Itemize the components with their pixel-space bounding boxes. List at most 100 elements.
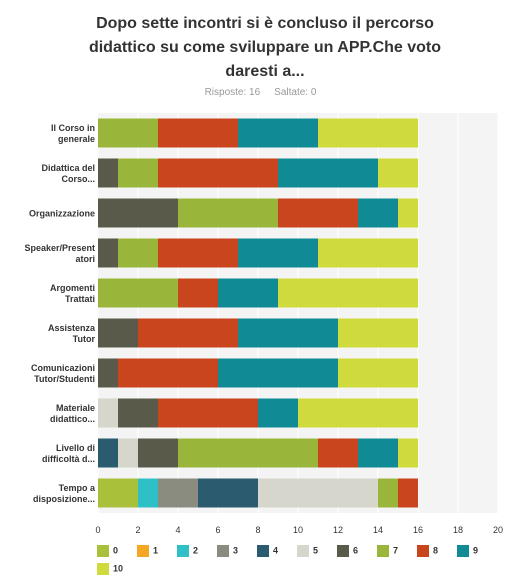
legend-swatch	[377, 544, 389, 557]
category-label: Organizzazione	[29, 209, 95, 219]
x-tick-label: 10	[293, 525, 303, 535]
bar-segment-9	[258, 398, 298, 428]
bar-segment-2	[138, 478, 158, 508]
legend-swatch	[257, 544, 269, 557]
legend-label: 3	[233, 545, 239, 556]
category-label: Tempo a	[59, 483, 96, 493]
legend-item[interactable]: 6	[337, 544, 359, 557]
legend-swatch	[337, 544, 349, 557]
bar-segment-6	[118, 398, 158, 428]
bar-segment-9	[238, 318, 338, 348]
legend-item[interactable]: 0	[97, 544, 119, 557]
x-tick-label: 12	[333, 525, 343, 535]
x-tick-label: 14	[373, 525, 383, 535]
legend-swatch	[417, 544, 429, 557]
bar-segment-9	[238, 238, 318, 268]
bar-segment-8	[138, 318, 238, 348]
bar-segment-6	[98, 198, 178, 228]
legend-swatch	[97, 562, 109, 575]
x-tick-label: 20	[493, 525, 503, 535]
category-label: generale	[58, 134, 95, 144]
bar-segment-6	[98, 238, 118, 268]
bar-segment-8	[158, 238, 238, 268]
bar-segment-9	[358, 198, 398, 228]
bar-segment-7	[98, 278, 178, 308]
bar-segment-10	[318, 118, 418, 148]
category-label: Tutor/Studenti	[34, 374, 95, 384]
bar-segment-10	[318, 238, 418, 268]
x-tick-label: 8	[255, 525, 260, 535]
category-label: Corso...	[61, 174, 95, 184]
category-label: Materiale	[56, 403, 95, 413]
bar-segment-9	[358, 438, 398, 468]
legend-label: 6	[353, 545, 359, 556]
skipped-count: Saltate: 0	[274, 87, 317, 98]
category-label: didattico...	[50, 414, 95, 424]
category-label: Assistenza	[48, 323, 96, 333]
bar-segment-10	[378, 158, 418, 188]
legend-label: 1	[153, 545, 159, 556]
bar-segment-9	[278, 158, 378, 188]
bar-segment-0	[98, 478, 138, 508]
x-tick-label: 0	[95, 525, 100, 535]
category-label: Il Corso in	[51, 123, 95, 133]
x-tick-label: 18	[453, 525, 463, 535]
legend-label: 7	[393, 545, 399, 556]
bar-segment-7	[178, 438, 318, 468]
legend-label: 2	[193, 545, 199, 556]
bar-segment-8	[178, 278, 218, 308]
legend-item[interactable]: 2	[177, 544, 199, 557]
legend-item[interactable]: 3	[217, 544, 239, 557]
legend-item[interactable]: 5	[297, 544, 319, 557]
category-label: Speaker/Present	[24, 243, 95, 253]
category-label: Tutor	[73, 334, 96, 344]
bar-segment-10	[338, 318, 418, 348]
bar-segment-7	[118, 238, 158, 268]
bar-segment-5	[118, 438, 138, 468]
bar-segment-9	[238, 118, 318, 148]
x-tick-label: 16	[413, 525, 423, 535]
bar-segment-3	[158, 478, 198, 508]
x-tick-label: 6	[215, 525, 220, 535]
bar-segment-8	[158, 398, 258, 428]
legend-item[interactable]: 9	[457, 544, 479, 557]
legend-item[interactable]: 8	[417, 544, 439, 557]
category-label: difficoltà d...	[42, 454, 95, 464]
bar-segment-4	[98, 438, 118, 468]
legend-item[interactable]: 10	[97, 562, 123, 575]
legend-label: 5	[313, 545, 319, 556]
legend-item[interactable]: 7	[377, 544, 399, 557]
category-label: Argomenti	[50, 283, 95, 293]
category-label: disposizione...	[33, 494, 95, 504]
bar-segment-9	[218, 278, 278, 308]
bar-segment-6	[98, 158, 118, 188]
legend-swatch	[457, 544, 469, 557]
legend-label: 0	[113, 545, 119, 556]
category-label: Livello di	[56, 443, 95, 453]
bar-segment-8	[318, 438, 358, 468]
chart-title: Dopo sette incontri si è concluso il per…	[88, 15, 442, 80]
legend-item[interactable]: 1	[137, 544, 159, 557]
bar-segment-10	[338, 358, 418, 388]
legend-item[interactable]: 4	[257, 544, 278, 557]
bar-segment-8	[158, 158, 278, 188]
bar-segment-8	[118, 358, 218, 388]
bar-segment-5	[98, 398, 118, 428]
legend-label: 8	[433, 545, 439, 556]
bar-segment-8	[398, 478, 418, 508]
legend-label: 9	[473, 545, 479, 556]
response-stats: Risposte: 16 Saltate: 0	[0, 87, 521, 98]
bar-segment-7	[178, 198, 278, 228]
bar-segment-9	[218, 358, 338, 388]
bar-segment-10	[398, 198, 418, 228]
legend-swatch	[177, 544, 189, 557]
bar-segment-4	[198, 478, 258, 508]
x-tick-label: 2	[135, 525, 140, 535]
bar-segment-5	[258, 478, 378, 508]
x-tick-label: 4	[175, 525, 180, 535]
bar-segment-7	[378, 478, 398, 508]
legend-swatch	[297, 544, 309, 557]
bar-segment-6	[98, 358, 118, 388]
bar-segment-8	[278, 198, 358, 228]
